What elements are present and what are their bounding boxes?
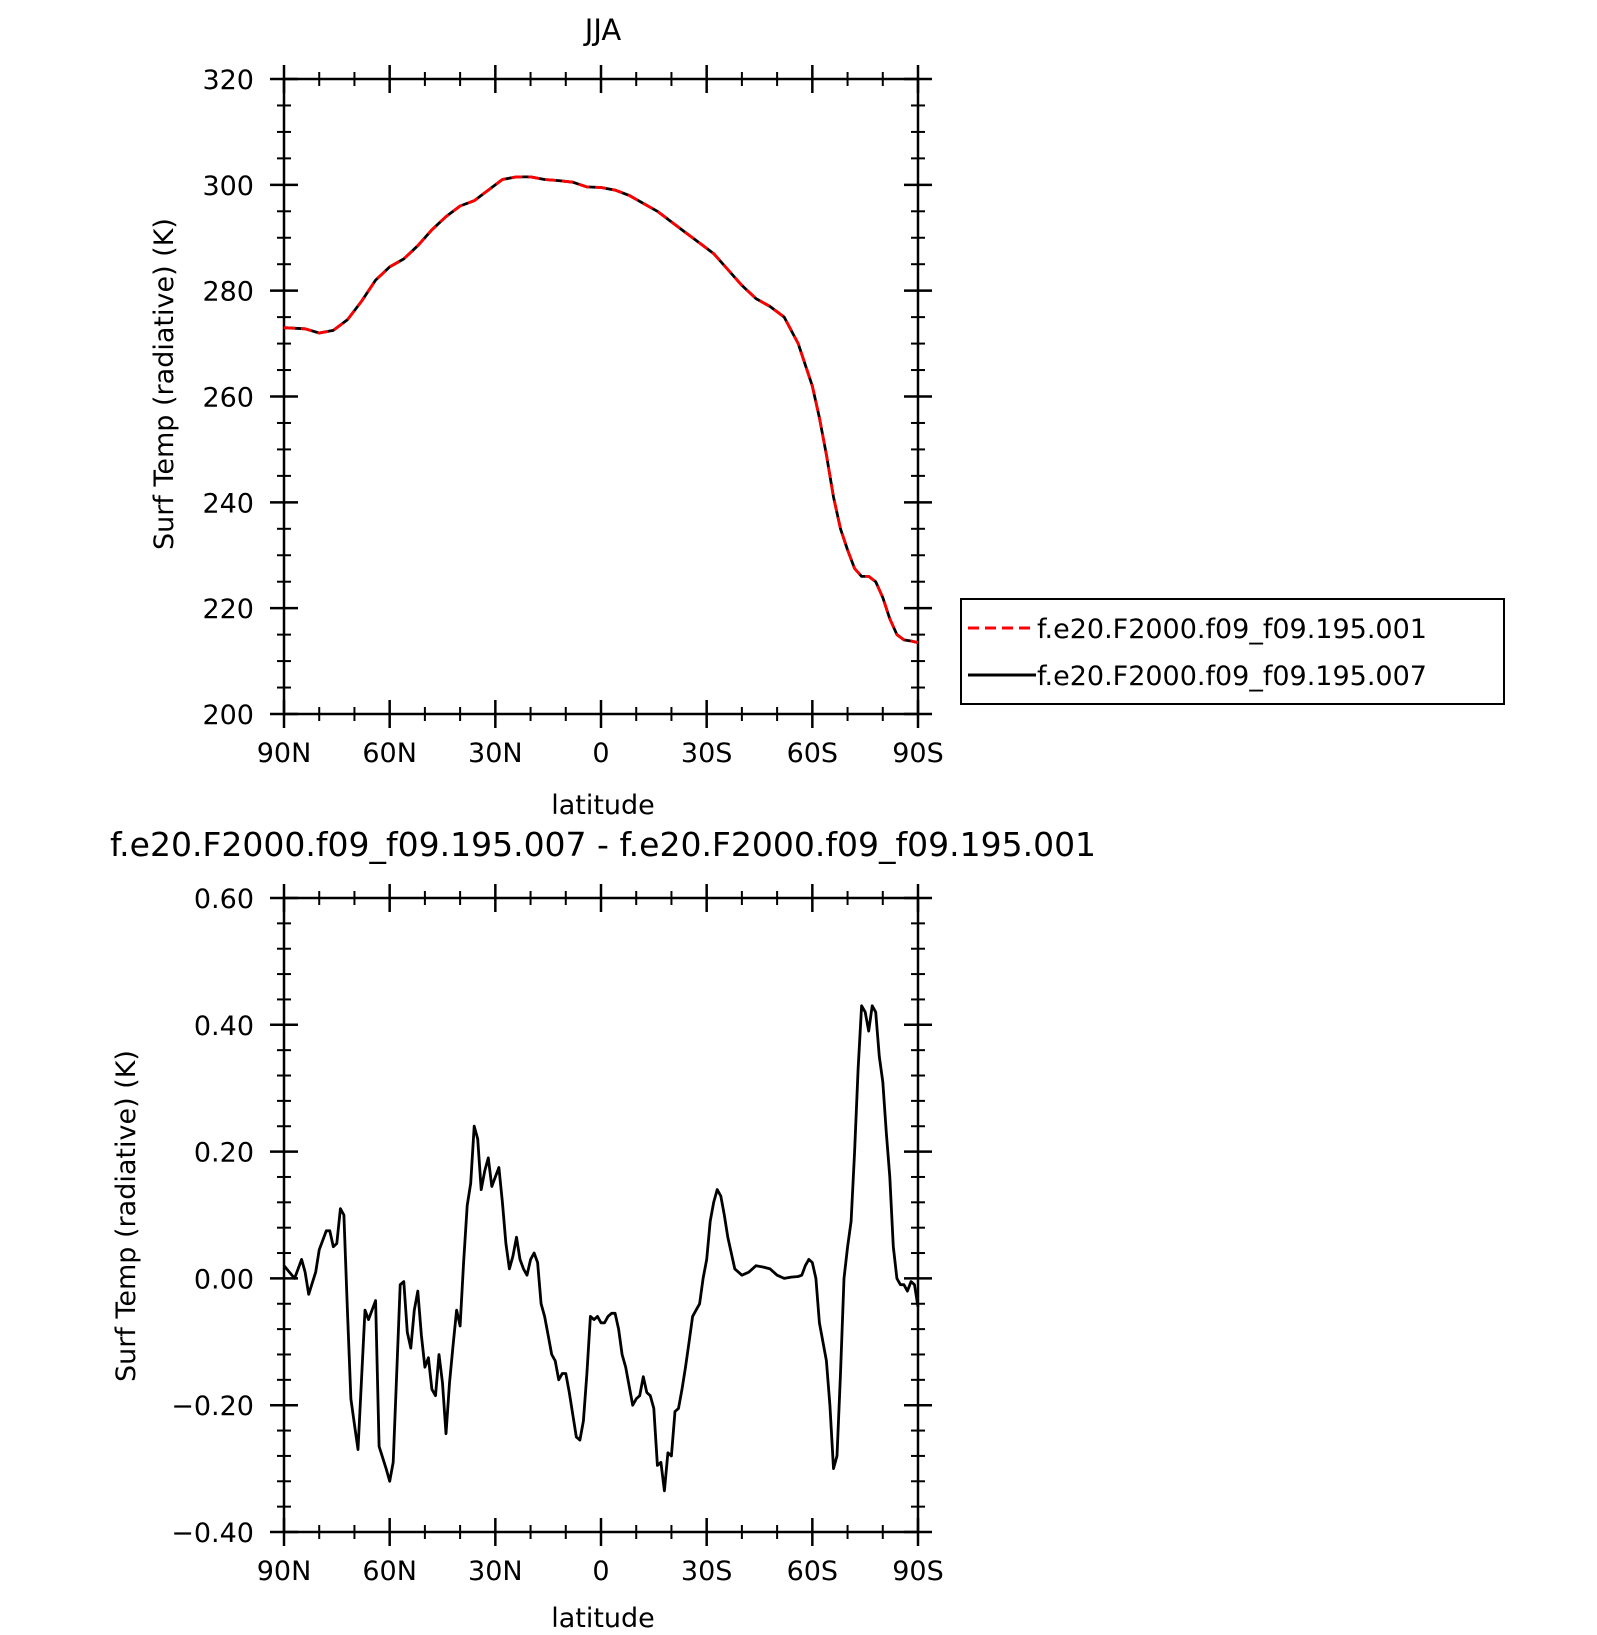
x-tick-label: 30S [681,1556,733,1587]
x-tick-label: 0 [592,738,609,769]
y-axis-label: Surf Temp (radiative) (K) [149,218,180,550]
y-tick-label: 0.20 [194,1138,254,1169]
legend-label: f.e20.F2000.f09_f09.195.001 [1037,614,1427,645]
x-tick-label: 60N [362,738,417,769]
legend: f.e20.F2000.f09_f09.195.001 f.e20.F2000.… [960,598,1505,705]
y-tick-label: 240 [202,488,254,519]
x-tick-label: 30N [468,1556,523,1587]
y-tick-label: −0.20 [171,1391,254,1422]
series-line-black-solid [283,175,919,644]
x-tick-label: 90S [892,738,944,769]
x-tick-label: 60S [787,738,839,769]
y-axis-label: Surf Temp (radiative) (K) [111,1050,142,1382]
x-tick-label: 60N [362,1556,417,1587]
chart-axes: 200 220 240 260 280 300 320 90N 60N 30N 0 30S 60S 90S [202,65,944,769]
x-axis-label: latitude [551,790,655,821]
x-tick-label: 0 [592,1556,609,1587]
plot-frame [282,77,920,716]
x-tick-label: 30S [681,738,733,769]
x-axis-label: latitude [551,1603,655,1634]
y-tick-label: 220 [202,594,254,625]
y-tick-label: 200 [202,700,254,731]
chart-lines [283,175,919,644]
y-tick-label: 260 [202,383,254,414]
legend-box [960,598,1505,705]
top-chart: JJA 200 220 240 260 280 300 320 90N 60N 30N 0 30S 60… [149,13,1505,821]
series-line-red-dashed [283,175,919,644]
y-tick-label: 300 [202,171,254,202]
chart-axes: −0.40 −0.20 0.00 0.20 0.40 0.60 90N 60N 30N 0 30S 6… [171,884,944,1587]
chart-lines [282,1004,920,1493]
y-tick-label: 0.40 [194,1011,254,1042]
y-tick-label: 0.60 [194,884,254,915]
y-tick-label: 280 [202,277,254,308]
legend-label: f.e20.F2000.f09_f09.195.007 [1037,661,1427,692]
y-tick-label: −0.40 [171,1518,254,1549]
chart-title: JJA [583,13,622,47]
x-tick-label: 30N [468,738,523,769]
x-tick-label: 90N [257,738,312,769]
bottom-chart: f.e20.F2000.f09_f09.195.007 - f.e20.F200… [110,825,1096,1634]
series-line-black-solid [282,1004,920,1493]
y-tick-label: 320 [202,65,254,96]
y-tick-label: 0.00 [194,1264,254,1295]
chart-title: f.e20.F2000.f09_f09.195.007 - f.e20.F200… [110,825,1096,864]
x-tick-label: 60S [787,1556,839,1587]
x-tick-label: 90N [257,1556,312,1587]
x-tick-label: 90S [892,1556,944,1587]
